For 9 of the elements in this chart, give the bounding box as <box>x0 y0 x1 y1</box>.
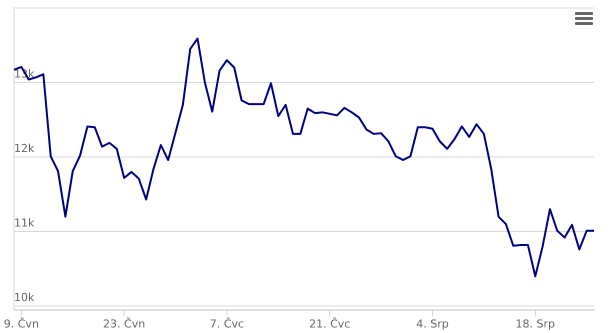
x-tick-label: 4. Srp <box>416 317 449 330</box>
y-tick-label: 12k <box>14 142 35 155</box>
x-tick-label: 21. Čvc <box>309 316 350 330</box>
y-tick-label: 11k <box>14 216 35 230</box>
x-tick-label: 9. Čvn <box>4 316 39 330</box>
x-tick-label: 23. Čvn <box>103 316 146 330</box>
x-tick-label: 7. Čvc <box>210 316 244 330</box>
x-tick-label: 18. Srp <box>516 317 556 330</box>
y-tick-label: 10k <box>14 290 35 304</box>
